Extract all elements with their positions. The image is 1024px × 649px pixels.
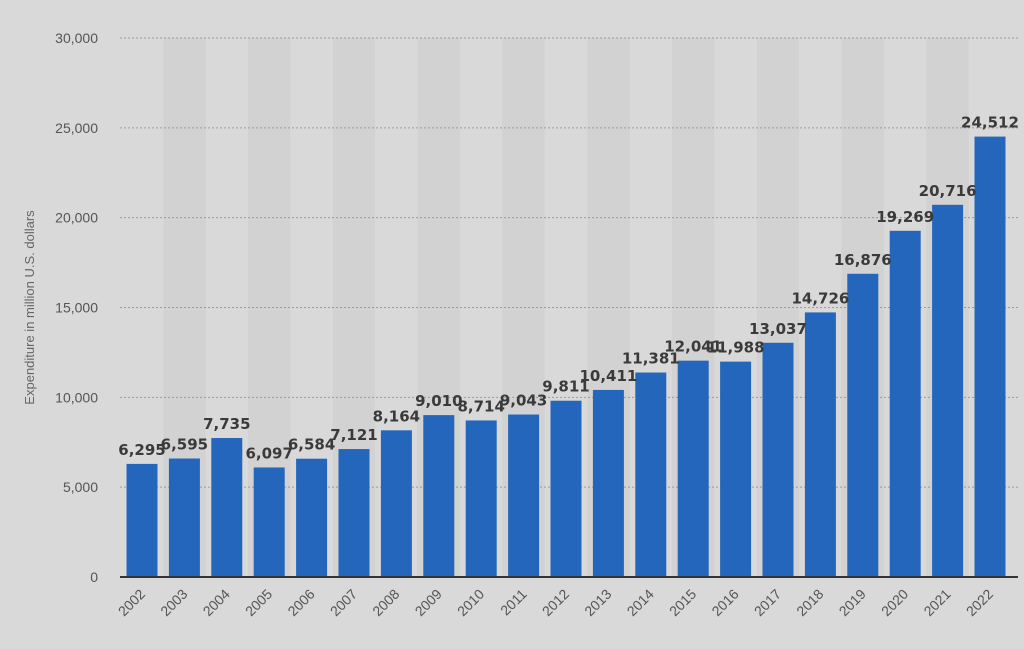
x-tick-label: 2003 (157, 586, 190, 619)
x-tick-label: 2016 (708, 586, 741, 619)
bars (126, 136, 1006, 577)
bar-2014[interactable] (635, 372, 667, 577)
x-tick-label: 2008 (369, 586, 402, 619)
x-tick-label: 2011 (497, 586, 530, 619)
y-tick-label: 0 (90, 569, 98, 585)
data-label: 7,121 (330, 426, 377, 444)
x-tick-label: 2012 (539, 586, 572, 619)
data-label: 16,876 (834, 251, 892, 269)
y-tick-label: 5,000 (63, 479, 98, 495)
x-tick-label: 2010 (454, 586, 487, 619)
x-tick-label: 2020 (878, 586, 911, 619)
bar-2010[interactable] (465, 420, 497, 577)
y-tick-label: 30,000 (55, 30, 98, 46)
bar-2019[interactable] (847, 273, 879, 577)
x-tick-label: 2015 (666, 586, 699, 619)
y-tick-label: 10,000 (55, 389, 98, 405)
y-axis-ticks: 0 5,000 10,000 15,000 20,000 25,000 30,000 (55, 30, 98, 585)
x-tick-label: 2006 (284, 586, 317, 619)
bar-2016[interactable] (720, 361, 752, 577)
data-label: 12,041 (664, 338, 722, 356)
x-tick-label: 2007 (327, 586, 360, 619)
data-label: 10,411 (579, 367, 637, 385)
bar-2003[interactable] (168, 458, 200, 577)
x-tick-label: 2004 (200, 586, 233, 619)
data-label: 20,716 (919, 182, 977, 200)
data-label: 24,512 (961, 114, 1019, 132)
data-label: 6,097 (245, 444, 292, 462)
bar-2021[interactable] (932, 204, 964, 577)
data-label: 6,584 (288, 436, 335, 454)
bar-2007[interactable] (338, 449, 370, 577)
data-label: 11,381 (622, 350, 680, 368)
bar-2008[interactable] (380, 430, 412, 577)
bar-2018[interactable] (804, 312, 836, 577)
bar-2022[interactable] (974, 136, 1006, 577)
y-axis-title: Expenditure in million U.S. dollars (22, 210, 37, 405)
data-label: 8,714 (457, 397, 504, 415)
data-label: 6,295 (118, 441, 165, 459)
x-tick-label: 2005 (242, 586, 275, 619)
bar-2002[interactable] (126, 463, 158, 577)
bar-2013[interactable] (592, 389, 624, 577)
data-label: 19,269 (876, 208, 934, 226)
x-tick-label: 2019 (836, 586, 869, 619)
bar-2005[interactable] (253, 467, 285, 577)
x-tick-label: 2021 (920, 586, 953, 619)
bar-2017[interactable] (762, 342, 794, 577)
bar-2015[interactable] (677, 360, 709, 577)
bar-2020[interactable] (889, 230, 921, 577)
data-label: 9,010 (415, 392, 462, 410)
bar-2009[interactable] (423, 415, 455, 577)
x-tick-label: 2013 (581, 586, 614, 619)
x-tick-label: 2009 (412, 586, 445, 619)
y-tick-label: 25,000 (55, 120, 98, 136)
bar-2006[interactable] (296, 458, 328, 577)
data-label: 13,037 (749, 320, 807, 338)
data-label: 7,735 (203, 415, 250, 433)
data-label: 6,595 (161, 436, 208, 454)
data-label: 9,811 (542, 378, 589, 396)
x-axis-ticks: 2002 2003 2004 2005 2006 2007 2008 2009 2010 2011… (115, 586, 996, 619)
x-tick-label: 2018 (793, 586, 826, 619)
data-label: 9,043 (500, 392, 547, 410)
data-label: 8,164 (373, 407, 420, 425)
y-tick-label: 20,000 (55, 210, 98, 226)
bar-2011[interactable] (508, 414, 540, 577)
bar-2012[interactable] (550, 400, 582, 577)
x-tick-label: 2014 (624, 586, 657, 619)
x-tick-label: 2022 (963, 586, 996, 619)
x-tick-label: 2017 (751, 586, 784, 619)
data-label: 11,988 (707, 339, 765, 357)
y-tick-label: 15,000 (55, 300, 98, 316)
x-tick-label: 2002 (115, 586, 148, 619)
bar-2004[interactable] (211, 438, 243, 577)
data-label: 14,726 (791, 289, 849, 307)
